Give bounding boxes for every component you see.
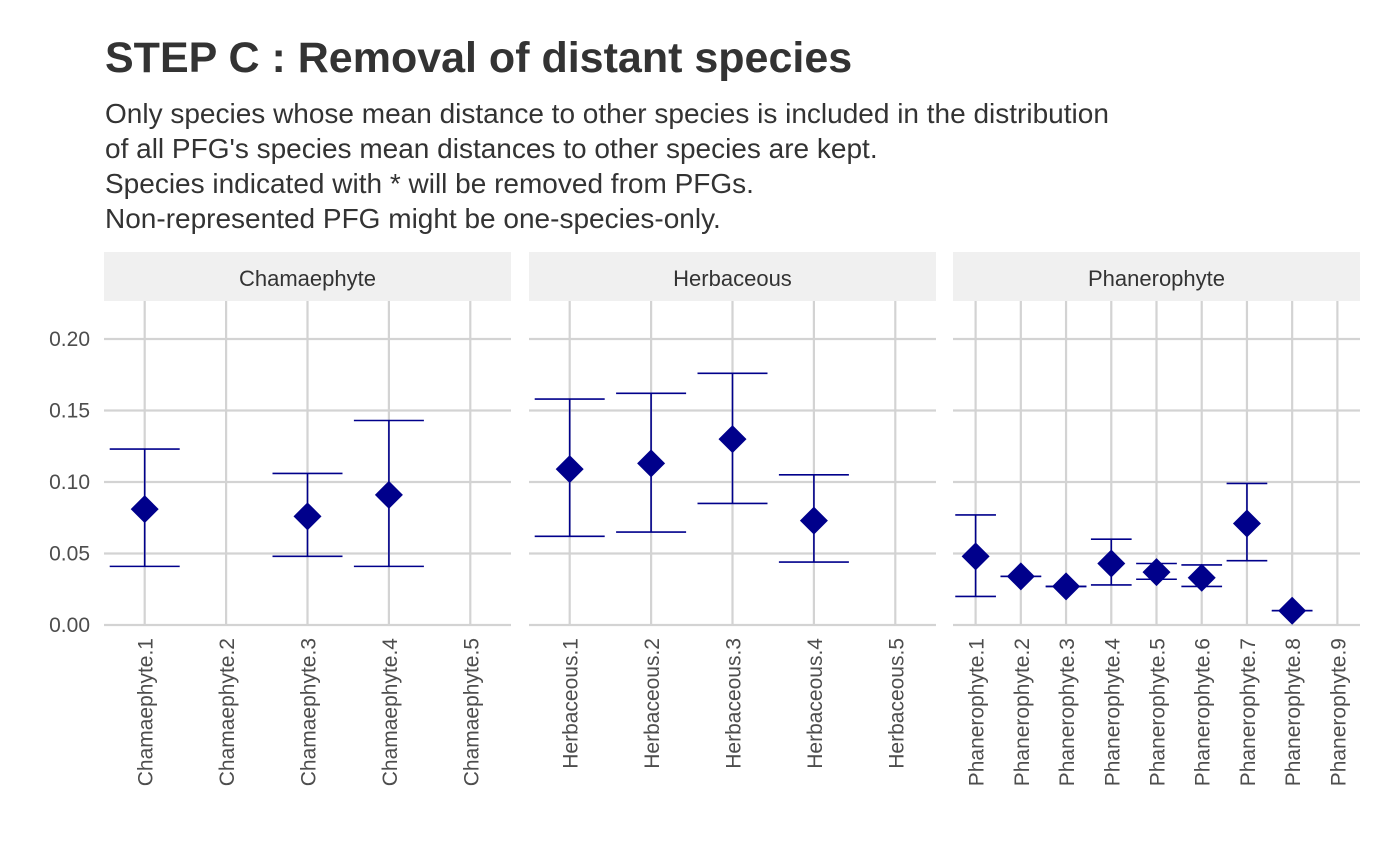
x-tick-label: Phanerophyte.8	[1282, 638, 1305, 786]
x-tick-label: Phanerophyte.1	[966, 638, 989, 786]
x-tick-label: Chamaephyte.5	[460, 638, 483, 786]
y-tick-label: 0.10	[49, 471, 90, 494]
y-tick-label: 0.15	[49, 400, 90, 423]
x-tick-label: Herbaceous.3	[723, 638, 746, 769]
x-tick-label: Herbaceous.2	[641, 638, 664, 769]
data-point	[961, 542, 990, 571]
y-tick-label: 0.05	[49, 543, 90, 566]
facet-strip-label: Phanerophyte	[1088, 266, 1225, 291]
x-tick-label: Phanerophyte.5	[1147, 638, 1170, 786]
data-point	[1187, 563, 1216, 592]
facet-strip	[953, 252, 1360, 301]
x-tick-label: Phanerophyte.2	[1011, 638, 1034, 786]
data-point	[1142, 558, 1171, 587]
data-point	[555, 455, 584, 484]
data-point	[1232, 509, 1261, 538]
y-tick-label: 0.20	[49, 328, 90, 351]
subtitle-line: Species indicated with * will be removed…	[105, 168, 754, 199]
x-tick-label: Herbaceous.5	[885, 638, 908, 769]
x-tick-label: Herbaceous.1	[560, 638, 583, 769]
facet-panel-chamaephyte: Chamaephyte Chamaephyte.1 Chamaephyte.2 Cha…	[104, 252, 511, 786]
x-tick-label: Phanerophyte.4	[1101, 638, 1124, 787]
x-tick-label: Chamaephyte.3	[298, 638, 321, 786]
x-tick-label: Chamaephyte.2	[216, 638, 239, 786]
facet-strip	[529, 252, 936, 301]
chart-title: STEP C : Removal of distant species	[105, 34, 853, 82]
data-point	[637, 449, 666, 478]
data-point	[1278, 596, 1307, 625]
x-tick-label: Phanerophyte.7	[1237, 638, 1260, 786]
data-point	[374, 480, 403, 509]
x-tick-label: Phanerophyte.9	[1327, 638, 1350, 786]
facet-strip-label: Herbaceous	[673, 266, 792, 291]
data-point	[1052, 572, 1081, 601]
facet-strip	[104, 252, 511, 301]
data-point	[799, 506, 828, 535]
facet-panel-phanerophyte: Phanerophyte Phanerophyte.1 Phanerophyte.2…	[953, 252, 1360, 786]
x-tick-label: Phanerophyte.3	[1056, 638, 1079, 786]
subtitle-line: of all PFG's species mean distances to o…	[105, 133, 878, 164]
subtitle-line: Only species whose mean distance to othe…	[105, 98, 1109, 129]
x-tick-label: Chamaephyte.4	[379, 638, 402, 787]
data-point	[130, 495, 159, 524]
data-point	[1006, 562, 1035, 591]
data-point	[293, 502, 322, 531]
facet-panel-herbaceous: Herbaceous Herbaceous.1 Herbaceous.2 Herbac…	[529, 252, 936, 769]
data-point	[718, 425, 747, 454]
data-point	[1097, 549, 1126, 578]
facet-strip-label: Chamaephyte	[239, 266, 376, 291]
chart-subtitle: Only species whose mean distance to othe…	[105, 96, 1109, 236]
x-tick-label: Herbaceous.4	[804, 638, 827, 769]
x-tick-label: Phanerophyte.6	[1192, 638, 1215, 786]
y-tick-label: 0.00	[49, 614, 90, 637]
subtitle-line: Non-represented PFG might be one-species…	[105, 203, 721, 234]
x-tick-label: Chamaephyte.1	[135, 638, 158, 786]
